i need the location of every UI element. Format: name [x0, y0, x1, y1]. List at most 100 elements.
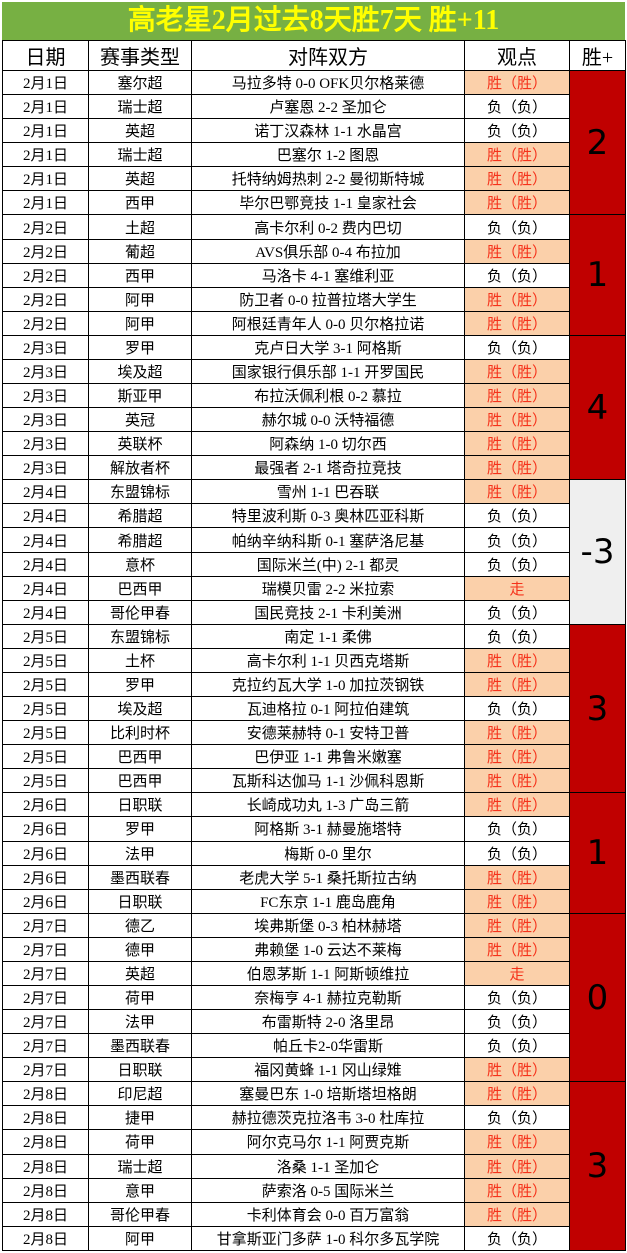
league-cell: 阿甲	[88, 310, 192, 336]
table-row: 2月1日 英超 诺丁汉森林 1-1 水晶宫 负（负）	[2, 118, 626, 144]
score-cell: 3	[569, 1081, 626, 1251]
league-cell: 墨西联春	[88, 1033, 192, 1059]
date-cell: 2月6日	[2, 840, 89, 866]
match-cell: 阿尔克马尔 1-1 阿贾克斯	[191, 1129, 465, 1155]
table-row: 2月4日 哥伦甲春 国民竞技 2-1 卡利美洲 负（负）	[2, 599, 626, 625]
table-row: 2月4日 意杯 国际米兰(中) 2-1 都灵 负（负）	[2, 551, 626, 577]
league-cell: 印尼超	[88, 1081, 192, 1107]
match-cell: AVS俱乐部 0-4 布拉加	[191, 238, 465, 264]
match-cell: FC东京 1-1 鹿岛鹿角	[191, 888, 465, 914]
score-cell: 1	[569, 214, 626, 336]
date-cell: 2月4日	[2, 551, 89, 577]
table-row: 2月5日 巴西甲 巴伊亚 1-1 弗鲁米嫩塞 胜（胜）	[2, 744, 626, 770]
opinion-cell: 负（负）	[464, 599, 570, 625]
opinion-cell: 胜（胜）	[464, 744, 570, 770]
match-cell: 防卫者 0-0 拉普拉塔大学生	[191, 286, 465, 312]
league-cell: 埃及超	[88, 358, 192, 385]
table-row: 2月7日 法甲 布雷斯特 2-0 洛里昂 负（负）	[2, 1009, 626, 1035]
date-cell: 2月7日	[2, 960, 89, 986]
date-cell: 2月5日	[2, 768, 89, 794]
league-cell: 英超	[88, 960, 192, 986]
date-cell: 2月2日	[2, 310, 89, 336]
date-cell: 2月7日	[2, 984, 89, 1011]
league-cell: 解放者杯	[88, 455, 192, 481]
league-cell: 罗甲	[88, 334, 192, 360]
opinion-cell: 胜（胜）	[464, 912, 570, 938]
opinion-cell: 胜（胜）	[464, 768, 570, 794]
date-cell: 2月5日	[2, 696, 89, 722]
table-row: 2月1日 英超 托特纳姆热刺 2-2 曼彻斯特城 胜（胜）	[2, 166, 626, 192]
date-cell: 2月1日	[2, 94, 89, 120]
league-cell: 罗甲	[88, 671, 192, 698]
table-row: 2月1日 瑞士超 巴塞尔 1-2 图恩 胜（胜）	[2, 142, 626, 168]
league-cell: 希腊超	[88, 527, 192, 553]
match-cell: 阿森纳 1-0 切尔西	[191, 431, 465, 457]
date-cell: 2月3日	[2, 334, 89, 360]
date-cell: 2月2日	[2, 262, 89, 288]
table-row: 2月5日 罗甲 克拉约瓦大学 1-0 加拉茨钢铁 胜（胜）	[2, 671, 626, 698]
league-cell: 巴西甲	[88, 744, 192, 770]
league-cell: 罗甲	[88, 816, 192, 842]
date-cell: 2月8日	[2, 1081, 89, 1107]
table-row: 2月2日 土超 高卡尔利 0-2 费内巴切 负（负） 1	[2, 214, 626, 336]
table-row: 2月8日 捷甲 赫拉德茨克拉洛韦 3-0 杜库拉 负（负）	[2, 1105, 626, 1131]
opinion-cell: 走	[464, 575, 570, 601]
match-cell: 福冈黄蜂 1-1 冈山绿雉	[191, 1057, 465, 1083]
match-cell: 伯恩茅斯 1-1 阿斯顿维拉	[191, 960, 465, 986]
match-cell: 最强者 2-1 塔奇拉竞技	[191, 455, 465, 481]
match-cell: 高卡尔利 1-1 贝西克塔斯	[191, 647, 465, 673]
date-cell: 2月1日	[2, 142, 89, 168]
league-cell: 阿甲	[88, 1225, 192, 1252]
results-table: 日期 赛事类型 对阵双方 观点 胜+ 2月1日 塞尔超 马拉多特 0-0 OFK贝尔…	[2, 40, 626, 1252]
date-cell: 2月4日	[2, 479, 89, 505]
match-cell: 诺丁汉森林 1-1 水晶宫	[191, 118, 465, 144]
league-cell: 德甲	[88, 936, 192, 962]
match-cell: 高卡尔利 0-2 费内巴切	[191, 214, 465, 240]
opinion-cell: 负（负）	[464, 334, 570, 360]
table-row: 2月3日 解放者杯 最强者 2-1 塔奇拉竞技 胜（胜）	[2, 455, 626, 481]
opinion-cell: 胜（胜）	[464, 792, 570, 818]
date-cell: 2月6日	[2, 792, 89, 818]
match-cell: 国民竞技 2-1 卡利美洲	[191, 599, 465, 625]
table-row: 2月7日 德乙 埃弗斯堡 0-3 柏林赫塔 胜（胜） 0	[2, 912, 626, 1083]
opinion-cell: 负（负）	[464, 696, 570, 722]
opinion-cell: 负（负）	[464, 527, 570, 553]
table-row: 2月7日 日职联 福冈黄蜂 1-1 冈山绿雉 胜（胜）	[2, 1057, 626, 1083]
league-cell: 法甲	[88, 840, 192, 866]
match-cell: 国家银行俱乐部 1-1 开罗国民	[191, 358, 465, 385]
match-cell: 奈梅亨 4-1 赫拉克勒斯	[191, 984, 465, 1011]
opinion-cell: 胜（胜）	[464, 1177, 570, 1203]
match-cell: 瓦斯科达伽马 1-1 沙佩科恩斯	[191, 768, 465, 794]
match-cell: 塞曼巴东 1-0 培斯塔坦格朗	[191, 1081, 465, 1107]
date-cell: 2月8日	[2, 1225, 89, 1252]
table-row: 2月6日 法甲 梅斯 0-0 里尔 负（负）	[2, 840, 626, 866]
table-row: 2月2日 阿甲 阿根廷青年人 0-0 贝尔格拉诺 胜（胜）	[2, 310, 626, 336]
date-cell: 2月8日	[2, 1177, 89, 1203]
score-cell: 2	[569, 69, 626, 216]
opinion-cell: 走	[464, 960, 570, 986]
date-cell: 2月1日	[2, 166, 89, 192]
table-row: 2月8日 瑞士超 洛桑 1-1 圣加仑 胜（胜）	[2, 1153, 626, 1179]
table-row: 2月5日 土杯 高卡尔利 1-1 贝西克塔斯 胜（胜）	[2, 647, 626, 673]
table-row: 2月2日 西甲 马洛卡 4-1 塞维利亚 负（负）	[2, 262, 626, 288]
league-cell: 法甲	[88, 1009, 192, 1035]
league-cell: 意杯	[88, 551, 192, 577]
date-cell: 2月4日	[2, 599, 89, 625]
match-cell: 国际米兰(中) 2-1 都灵	[191, 551, 465, 577]
date-cell: 2月4日	[2, 575, 89, 601]
table-row: 2月8日 荷甲 阿尔克马尔 1-1 阿贾克斯 胜（胜）	[2, 1129, 626, 1155]
league-cell: 德乙	[88, 912, 192, 938]
league-cell: 瑞士超	[88, 142, 192, 168]
league-cell: 巴西甲	[88, 768, 192, 794]
date-cell: 2月6日	[2, 864, 89, 890]
match-cell: 布雷斯特 2-0 洛里昂	[191, 1009, 465, 1035]
opinion-cell: 负（负）	[464, 1105, 570, 1131]
table-row: 2月6日 罗甲 阿格斯 3-1 赫曼施塔特 负（负）	[2, 816, 626, 842]
table-row: 2月3日 埃及超 国家银行俱乐部 1-1 开罗国民 胜（胜）	[2, 358, 626, 385]
league-cell: 瑞士超	[88, 1153, 192, 1179]
opinion-cell: 胜（胜）	[464, 431, 570, 457]
opinion-cell: 胜（胜）	[464, 166, 570, 192]
table-row: 2月4日 巴西甲 瑞模贝雷 2-2 米拉索走	[2, 575, 626, 601]
match-cell: 布拉沃佩利根 0-2 慕拉	[191, 383, 465, 409]
